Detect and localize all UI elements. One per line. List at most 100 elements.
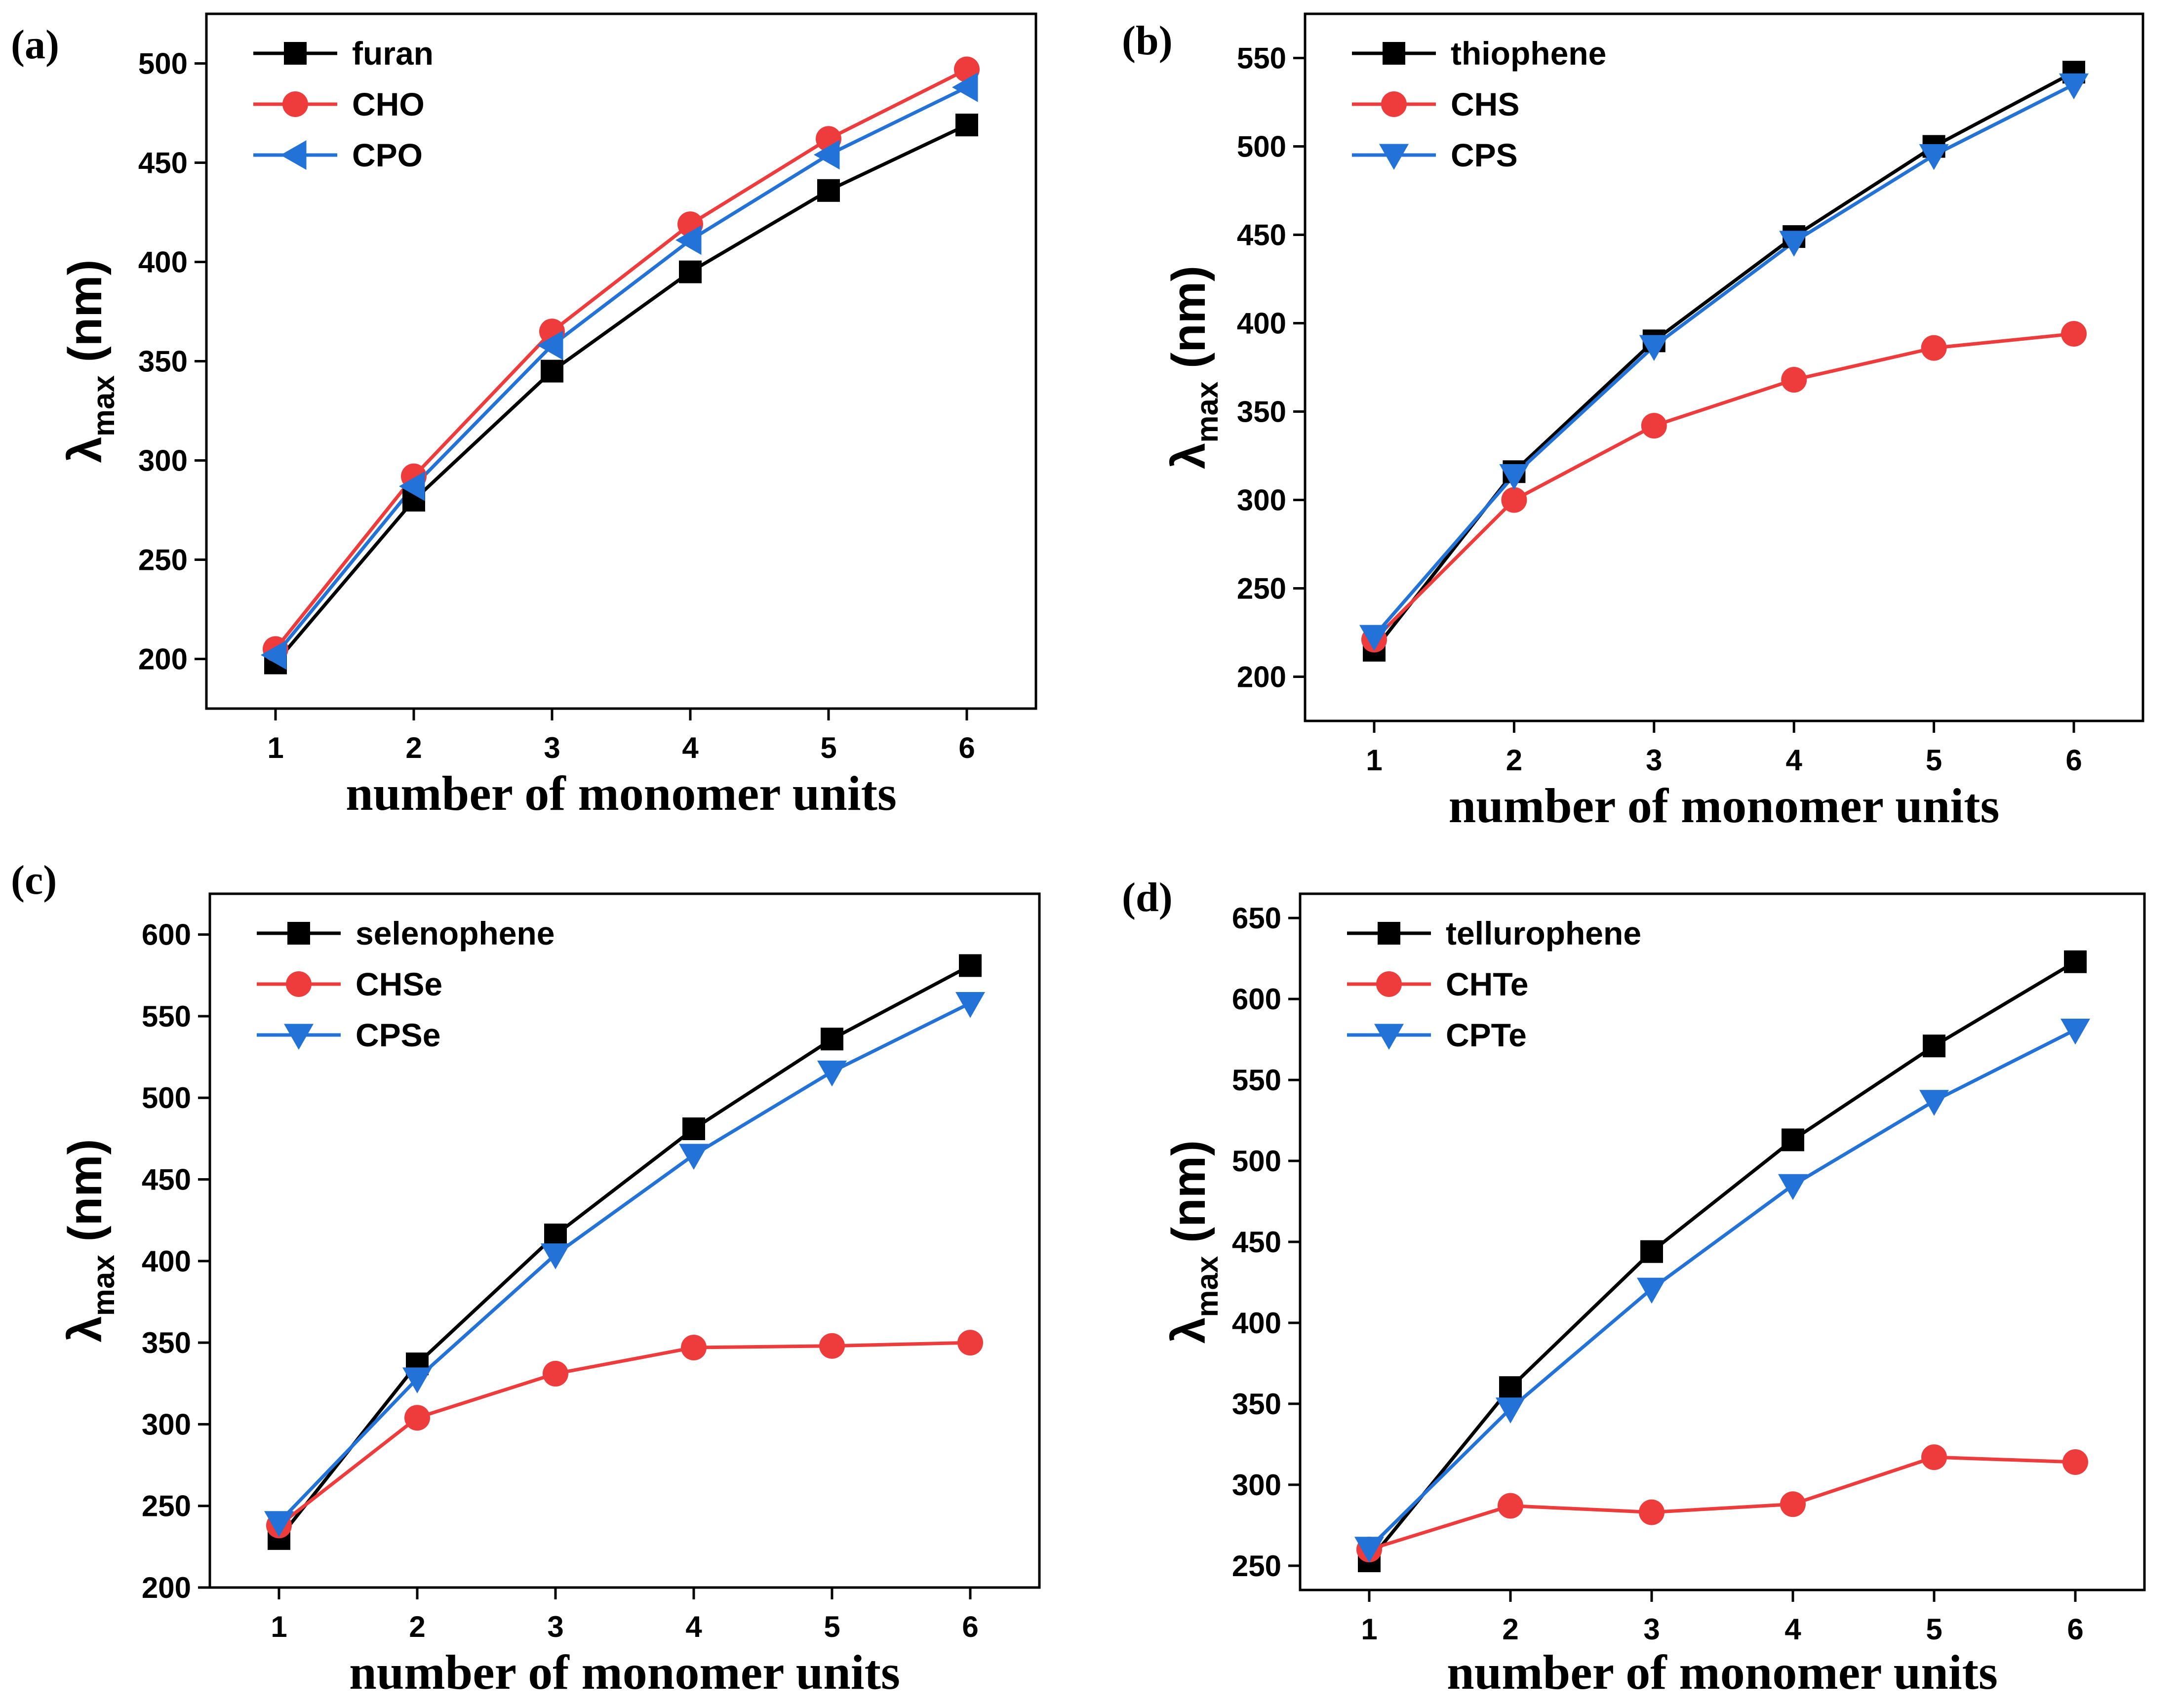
data-point bbox=[537, 330, 563, 360]
y-tick-label: 500 bbox=[1232, 1145, 1281, 1178]
y-axis-label: λmax (nm) bbox=[1162, 266, 1225, 469]
y-tick-label: 200 bbox=[1237, 661, 1286, 694]
data-point bbox=[1919, 1090, 1949, 1116]
x-tick-label: 1 bbox=[1366, 744, 1382, 777]
data-point bbox=[682, 1117, 705, 1141]
legend-marker bbox=[286, 971, 312, 997]
x-axis-label: number of monomer units bbox=[349, 1645, 900, 1700]
legend-label: CHTe bbox=[1446, 966, 1528, 1002]
data-point bbox=[675, 225, 702, 255]
data-point bbox=[1499, 464, 1529, 490]
y-axis-symbol: λ bbox=[1162, 1317, 1215, 1344]
y-tick-label: 450 bbox=[142, 1163, 191, 1196]
y-axis-symbol: λ bbox=[59, 437, 112, 463]
y-axis-subscript: max bbox=[1190, 1256, 1225, 1317]
data-point bbox=[543, 1360, 568, 1387]
legend-marker bbox=[280, 140, 307, 170]
data-point bbox=[2059, 73, 2089, 100]
data-point bbox=[1496, 1397, 1525, 1424]
y-axis-label: λmax (nm) bbox=[59, 1139, 121, 1342]
data-point bbox=[959, 954, 982, 977]
plot-frame bbox=[208, 892, 1041, 1589]
data-point bbox=[1639, 335, 1669, 361]
series-line-chs bbox=[1373, 332, 2074, 641]
y-tick-label: 350 bbox=[1232, 1388, 1281, 1421]
data-point bbox=[2064, 950, 2087, 973]
legend-marker bbox=[282, 91, 308, 117]
data-point bbox=[1919, 144, 1949, 170]
y-axis-label: λmax (nm) bbox=[1162, 1140, 1225, 1344]
data-point bbox=[1501, 487, 1527, 513]
data-point bbox=[955, 992, 985, 1018]
legend-label: CHSe bbox=[356, 966, 442, 1002]
data-point bbox=[957, 1330, 983, 1356]
series-points-furan bbox=[264, 114, 978, 675]
x-tick-label: 6 bbox=[2065, 744, 2082, 777]
y-tick-label: 500 bbox=[142, 1081, 191, 1114]
data-point bbox=[679, 260, 702, 283]
legend-marker bbox=[1374, 1024, 1404, 1050]
x-tick-label: 2 bbox=[1506, 744, 1522, 777]
series-line-cpo bbox=[274, 85, 968, 656]
series-line-tellurophene bbox=[1368, 960, 2076, 1562]
y-tick-label: 600 bbox=[142, 918, 191, 952]
y-tick-label: 250 bbox=[1232, 1549, 1281, 1583]
legend-marker bbox=[1378, 922, 1400, 945]
panel-label: (d) bbox=[1122, 874, 1173, 920]
series-points-chte bbox=[1356, 1444, 2088, 1563]
legend: thiophene CHS CPS bbox=[1352, 35, 1606, 173]
x-tick-label: 4 bbox=[682, 731, 699, 764]
legend-marker bbox=[1381, 91, 1407, 117]
data-point bbox=[2061, 1018, 2090, 1045]
data-point bbox=[1923, 1034, 1945, 1058]
data-point bbox=[264, 1511, 294, 1537]
legend-label: CHS bbox=[1451, 86, 1519, 122]
x-tick-label: 6 bbox=[958, 731, 975, 764]
data-point bbox=[261, 640, 287, 670]
series-points-cpo bbox=[261, 72, 978, 670]
legend-marker bbox=[1379, 144, 1409, 170]
y-tick-label: 350 bbox=[138, 345, 188, 378]
legend-label: CPTe bbox=[1446, 1017, 1527, 1053]
y-tick-label: 450 bbox=[1237, 219, 1286, 252]
y-tick-label: 500 bbox=[1237, 130, 1286, 163]
data-point bbox=[1781, 367, 1807, 393]
y-tick-label: 600 bbox=[1232, 983, 1281, 1016]
y-tick-label: 200 bbox=[142, 1571, 191, 1604]
plot-frame bbox=[205, 12, 1037, 710]
data-point bbox=[1640, 1240, 1663, 1263]
x-tick-label: 5 bbox=[1926, 744, 1942, 777]
series-line-selenophene bbox=[277, 964, 971, 1540]
y-tick-label: 400 bbox=[1232, 1307, 1281, 1340]
data-point bbox=[1499, 1376, 1522, 1399]
series-points-cpte bbox=[1354, 1018, 2090, 1563]
y-tick-label: 350 bbox=[1237, 396, 1286, 429]
y-axis-unit: (nm) bbox=[1162, 266, 1215, 382]
data-point bbox=[544, 1223, 567, 1246]
y-tick-label: 250 bbox=[138, 544, 188, 577]
data-point bbox=[1779, 231, 1809, 257]
legend: furan CHO CPO bbox=[253, 35, 434, 173]
legend: selenophene CHSe CPSe bbox=[257, 915, 555, 1053]
y-tick-label: 300 bbox=[1237, 484, 1286, 517]
data-point bbox=[814, 140, 840, 170]
data-point bbox=[952, 72, 978, 102]
series-line-chte bbox=[1368, 1455, 2076, 1551]
data-point bbox=[1778, 1174, 1808, 1200]
plot-frame bbox=[1304, 12, 2144, 722]
x-axis-label: number of monomer units bbox=[1449, 778, 2000, 833]
y-tick-label: 550 bbox=[142, 1000, 191, 1033]
legend-label: furan bbox=[352, 35, 434, 72]
series-points-chs bbox=[1361, 320, 2087, 653]
y-axis-unit: (nm) bbox=[1162, 1140, 1215, 1256]
legend: tellurophene CHTe CPTe bbox=[1347, 915, 1641, 1053]
y-tick-label: 250 bbox=[1237, 572, 1286, 605]
legend-marker bbox=[284, 1024, 314, 1050]
data-point bbox=[1354, 1537, 1384, 1563]
x-axis-label: number of monomer units bbox=[346, 766, 897, 821]
y-tick-label: 350 bbox=[142, 1326, 191, 1359]
data-point bbox=[1498, 1493, 1523, 1519]
data-point bbox=[2062, 1449, 2088, 1475]
plot-frame bbox=[1299, 892, 2146, 1591]
y-axis-label: λmax (nm) bbox=[59, 259, 121, 463]
